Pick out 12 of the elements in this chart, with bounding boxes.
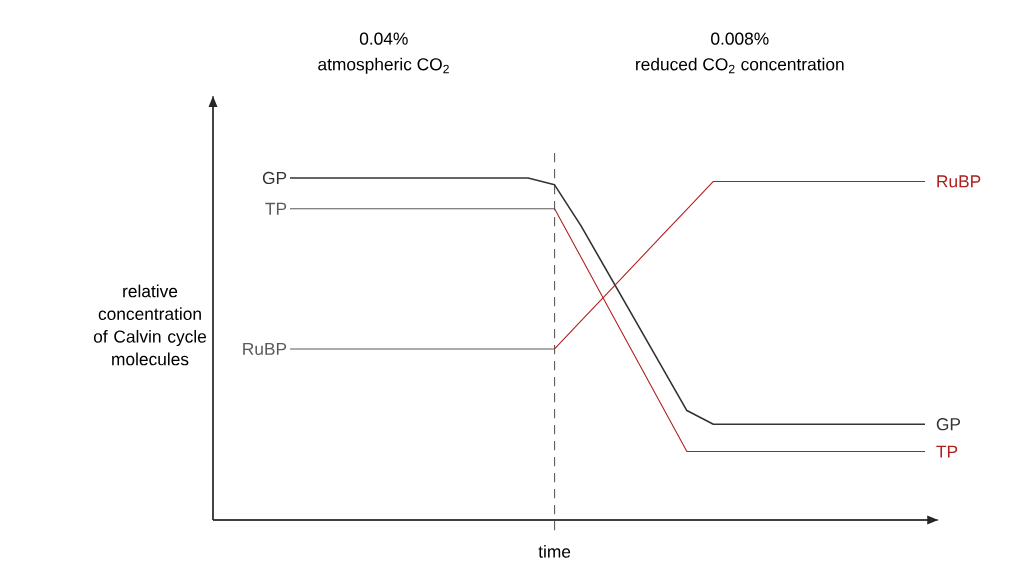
series-label: TP xyxy=(265,202,287,215)
text: GP xyxy=(936,418,961,431)
x-axis-title: time xyxy=(538,545,571,558)
series-label: RuBP xyxy=(937,175,981,188)
text: 0.04% xyxy=(359,32,408,45)
series-label: TP xyxy=(936,445,958,458)
text: 0.008% xyxy=(711,32,769,45)
series-label: GP xyxy=(262,171,287,185)
series-label: RuBP xyxy=(243,342,287,356)
text: atmospheric CO$_{2}$ xyxy=(318,57,449,74)
y-axis-title: relative concentration of Calvin cycle molecules xyxy=(93,284,207,366)
text: reduced CO$_{2}$ concentration xyxy=(636,57,844,74)
